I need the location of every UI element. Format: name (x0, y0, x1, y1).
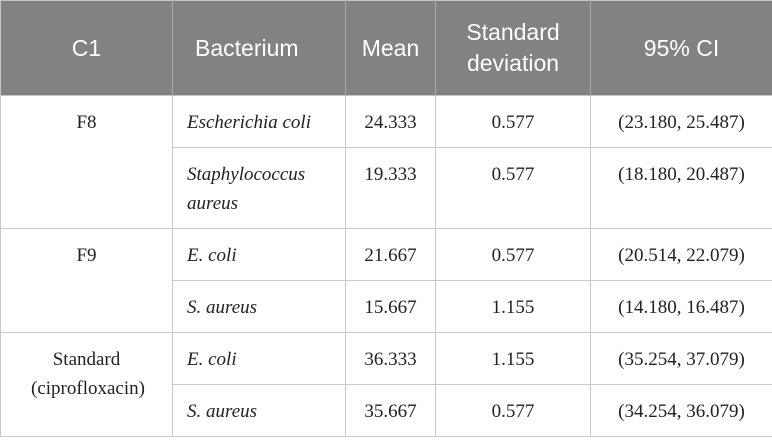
ci-cell: (35.254, 37.079) (590, 332, 772, 385)
table-row: S. aureus 15.667 1.155 (14.180, 16.487) (1, 280, 772, 333)
group-cell: Standard (ciprofloxacin) (0, 332, 173, 437)
bacterium-cell: E. coli (172, 332, 346, 385)
table-row: S. aureus 35.667 0.577 (34.254, 36.079) (1, 384, 772, 437)
ci-cell: (18.180, 20.487) (590, 147, 772, 229)
mean-cell: 24.333 (345, 95, 436, 148)
table-row: Staphylococcus aureus 19.333 0.577 (18.180,… (1, 147, 772, 229)
table-row: F9 E. coli 21.667 0.577 (20.514, 22.079) (0, 228, 772, 333)
header-row: C1 Bacterium Mean Standard deviation 95% CI (0, 0, 772, 96)
sd-cell: 0.577 (435, 228, 591, 281)
ci-cell: (14.180, 16.487) (590, 280, 772, 333)
group-cell: F9 (0, 228, 173, 333)
table-body: F8 Escherichia coli 24.333 0.577 (23.180, 25… (0, 95, 772, 437)
header-cell: Bacterium (172, 0, 346, 96)
header-cell: C1 (0, 0, 173, 96)
bacterium-cell: Escherichia coli (172, 95, 346, 148)
header-cell: Standard deviation (435, 0, 591, 96)
sd-cell: 0.577 (435, 384, 591, 437)
sd-cell: 1.155 (435, 332, 591, 385)
group-cell: F8 (0, 95, 173, 229)
sd-cell: 0.577 (435, 95, 591, 148)
ci-cell: (23.180, 25.487) (590, 95, 772, 148)
table-row: F8 Escherichia coli 24.333 0.577 (23.180, 25… (0, 95, 772, 229)
header-cell: Mean (345, 0, 436, 96)
bacterium-cell: E. coli (172, 228, 346, 281)
bacterium-cell: Staphylococcus aureus (172, 147, 346, 229)
bacterium-cell: S. aureus (172, 384, 346, 437)
sd-cell: 1.155 (435, 280, 591, 333)
mean-cell: 36.333 (345, 332, 436, 385)
ci-cell: (20.514, 22.079) (590, 228, 772, 281)
ci-cell: (34.254, 36.079) (590, 384, 772, 437)
mean-cell: 15.667 (345, 280, 436, 333)
mean-cell: 21.667 (345, 228, 436, 281)
mean-cell: 35.667 (345, 384, 436, 437)
table-row: Standard (ciprofloxacin) E. coli 36.333 1.1… (0, 332, 772, 437)
header-cell: 95% CI (590, 0, 772, 96)
bacterium-cell: S. aureus (172, 280, 346, 333)
mean-cell: 19.333 (345, 147, 436, 229)
sd-cell: 0.577 (435, 147, 591, 229)
